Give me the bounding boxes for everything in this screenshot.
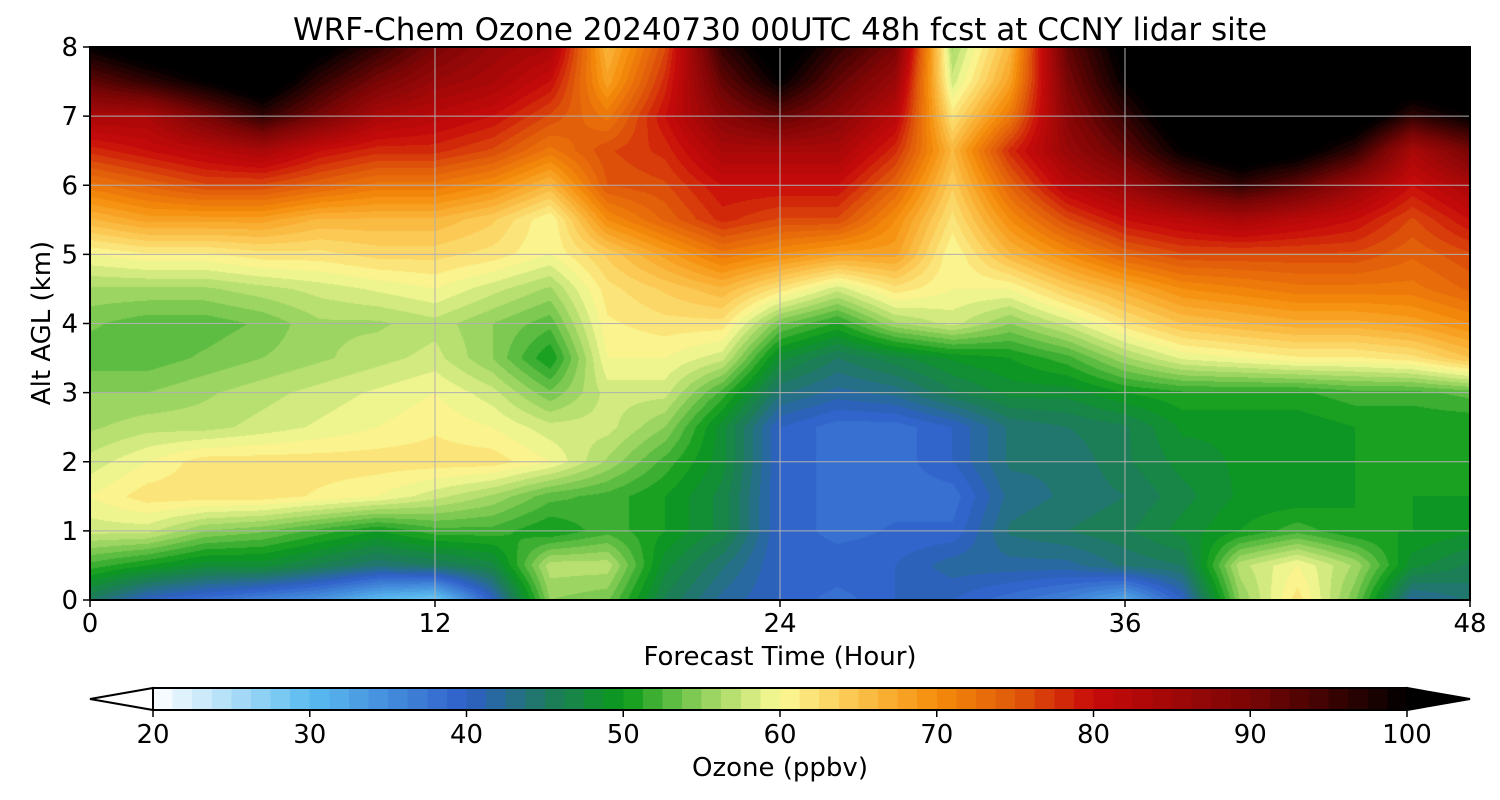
colorbar-tick-label: 80 — [1077, 720, 1110, 750]
x-axis-label: Forecast Time (Hour) — [643, 642, 916, 672]
chart-title: WRF-Chem Ozone 20240730 00UTC 48h fcst a… — [293, 12, 1267, 48]
y-tick-label: 7 — [61, 102, 78, 132]
x-tick-label: 24 — [763, 609, 796, 639]
y-tick-label: 5 — [61, 240, 78, 270]
x-tick-label: 12 — [418, 609, 451, 639]
x-tick-label: 48 — [1453, 609, 1486, 639]
y-axis: 0 1 2 3 4 5 6 7 8 — [61, 33, 90, 616]
y-tick-label: 6 — [61, 171, 78, 201]
colorbar-tick-label: 30 — [293, 720, 326, 750]
colorbar-tick-label: 20 — [136, 720, 169, 750]
colorbar-label: Ozone (ppbv) — [692, 753, 868, 783]
y-tick-label: 3 — [61, 379, 78, 409]
x-tick-label: 36 — [1108, 609, 1141, 639]
y-tick-label: 4 — [61, 310, 78, 340]
colorbar-tick-label: 50 — [607, 720, 640, 750]
colorbar-tick-label: 70 — [920, 720, 953, 750]
colorbar-ticks: 20 30 40 50 60 70 80 90 100 — [136, 710, 1432, 750]
colorbar-tick-label: 40 — [450, 720, 483, 750]
colorbar: 20 30 40 50 60 70 80 90 100 Ozone (ppbv) — [89, 686, 1471, 783]
x-tick-label: 0 — [82, 609, 99, 639]
y-axis-label: Alt AGL (km) — [27, 241, 57, 405]
colorbar-tick-label: 90 — [1234, 720, 1267, 750]
y-tick-label: 2 — [61, 448, 78, 478]
y-tick-label: 1 — [61, 517, 78, 547]
colorbar-low-extend — [89, 686, 154, 712]
colorbar-high-extend — [1406, 686, 1471, 712]
colorbar-tick-label: 100 — [1382, 720, 1432, 750]
colorbar-gradient — [152, 687, 1408, 711]
x-axis: 0 12 24 36 48 — [82, 600, 1487, 639]
colorbar-tick-label: 60 — [763, 720, 796, 750]
y-tick-label: 8 — [61, 33, 78, 63]
y-tick-label: 0 — [61, 586, 78, 616]
